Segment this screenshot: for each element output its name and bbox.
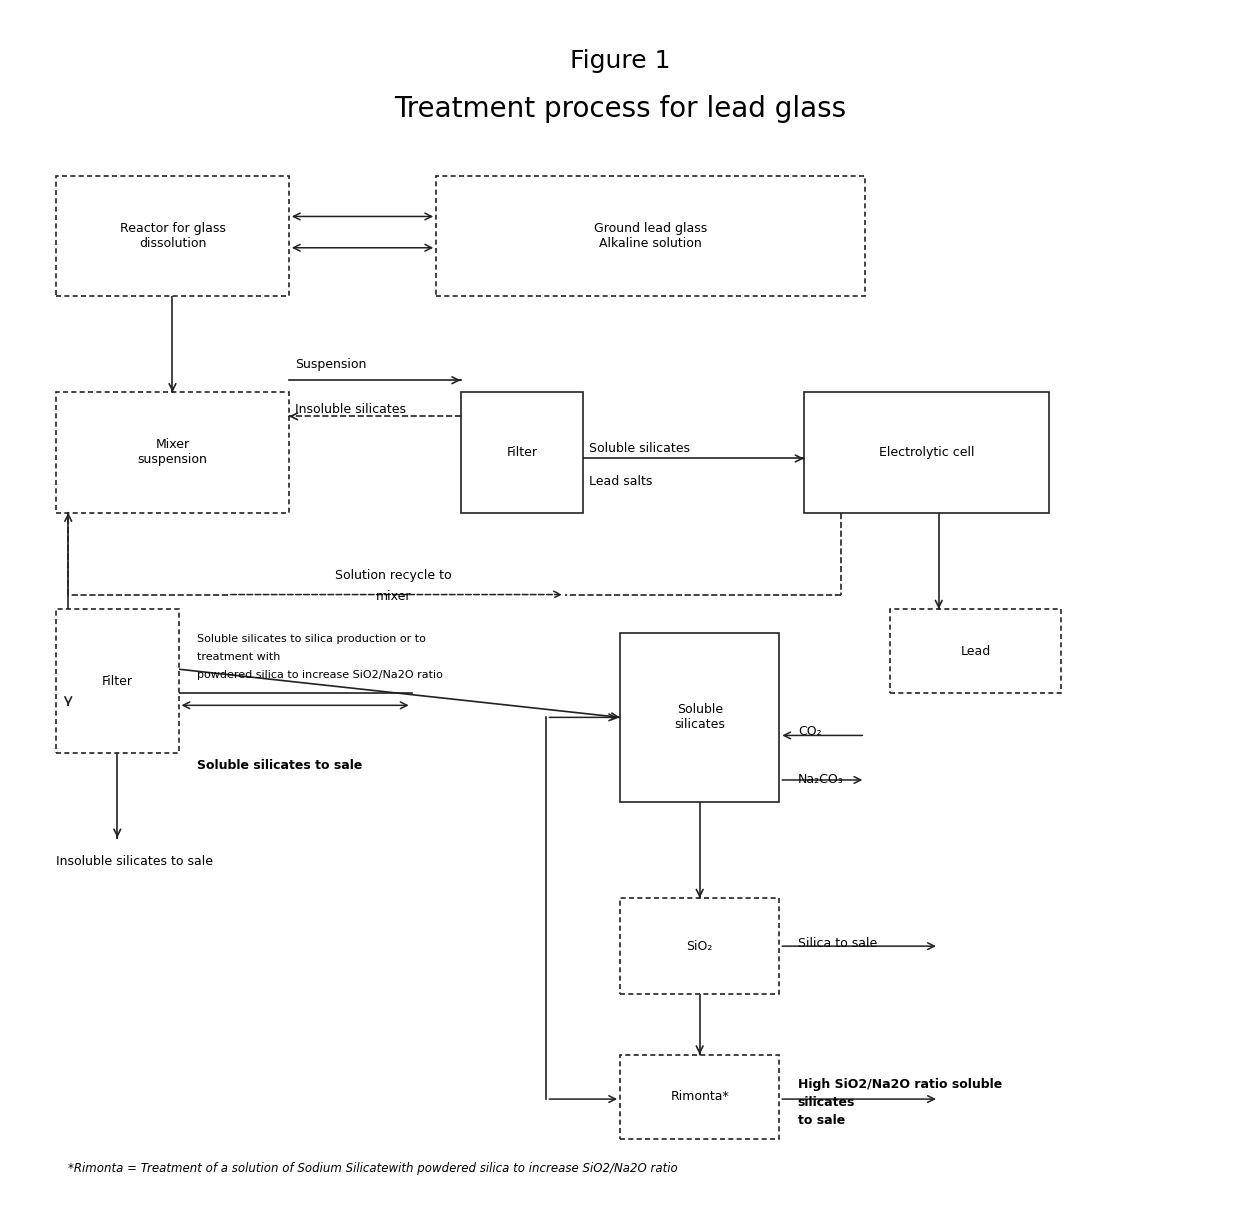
Text: Solution recycle to: Solution recycle to [335,569,451,582]
Text: SiO₂: SiO₂ [687,939,713,952]
Text: Treatment process for lead glass: Treatment process for lead glass [394,95,846,123]
Text: Rimonta*: Rimonta* [671,1090,729,1104]
Text: Filter: Filter [506,446,537,459]
Text: Insoluble silicates to sale: Insoluble silicates to sale [56,855,213,868]
FancyBboxPatch shape [56,609,179,754]
Text: Figure 1: Figure 1 [569,49,671,73]
Text: Insoluble silicates: Insoluble silicates [295,403,405,415]
Text: Lead salts: Lead salts [589,475,652,488]
Text: Ground lead glass
Alkaline solution: Ground lead glass Alkaline solution [594,222,707,250]
Text: mixer: mixer [376,591,410,603]
Text: powdered silica to increase SiO2/Na2O ratio: powdered silica to increase SiO2/Na2O ra… [197,670,443,680]
Text: Suspension: Suspension [295,358,367,371]
FancyBboxPatch shape [56,392,289,513]
Text: CO₂: CO₂ [797,726,821,738]
Text: Reactor for glass
dissolution: Reactor for glass dissolution [119,222,226,250]
Text: Soluble silicates to sale: Soluble silicates to sale [197,759,362,772]
Text: Na₂CO₃: Na₂CO₃ [797,773,843,787]
Text: Soluble silicates: Soluble silicates [589,442,691,456]
FancyBboxPatch shape [890,609,1061,693]
Text: Soluble
silicates: Soluble silicates [675,703,725,731]
Text: silicates: silicates [797,1096,856,1110]
FancyBboxPatch shape [460,392,583,513]
Text: treatment with: treatment with [197,652,280,663]
Text: Lead: Lead [961,644,991,658]
Text: to sale: to sale [797,1114,844,1127]
FancyBboxPatch shape [620,633,780,801]
Text: *Rimonta = Treatment of a solution of Sodium Silicatewith powdered silica to inc: *Rimonta = Treatment of a solution of So… [68,1162,678,1175]
FancyBboxPatch shape [620,898,780,994]
Text: Soluble silicates to silica production or to: Soluble silicates to silica production o… [197,635,425,644]
FancyBboxPatch shape [804,392,1049,513]
FancyBboxPatch shape [56,175,289,296]
FancyBboxPatch shape [620,1055,780,1139]
Text: Filter: Filter [102,675,133,688]
Text: High SiO2/Na2O ratio soluble: High SiO2/Na2O ratio soluble [797,1078,1002,1091]
Text: Silica to sale: Silica to sale [797,937,877,950]
Text: Mixer
suspension: Mixer suspension [138,438,207,466]
FancyBboxPatch shape [436,175,866,296]
Text: Electrolytic cell: Electrolytic cell [879,446,975,459]
